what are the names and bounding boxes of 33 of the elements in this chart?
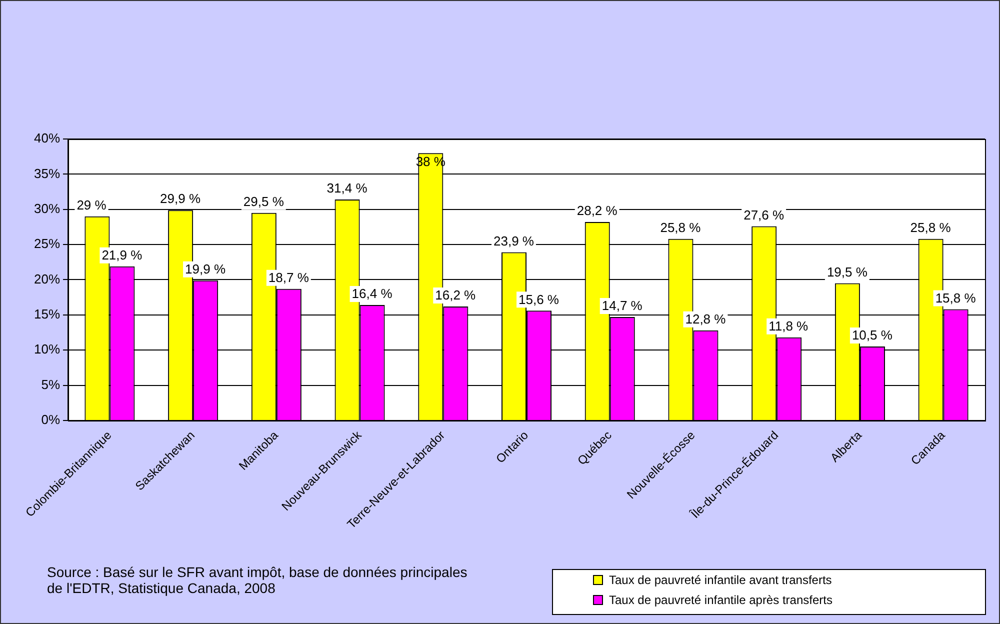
data-label: 29,5 %	[243, 194, 284, 209]
data-label: 16,4 %	[352, 286, 393, 302]
data-label: 31,4 %	[326, 180, 368, 196]
y-tick-label: 30%	[34, 200, 60, 216]
data-label: 23,9 %	[494, 233, 534, 248]
y-tick-label: 35%	[34, 166, 60, 181]
y-tick-label: 40%	[34, 130, 60, 146]
data-label: 10,5 %	[852, 328, 893, 343]
data-label: 25,8 %	[660, 220, 702, 235]
data-label: 29,9 %	[160, 191, 201, 206]
data-label: 14,7 %	[602, 298, 643, 314]
data-label: 19,9 %	[185, 262, 226, 276]
y-tick-label: 25%	[34, 236, 60, 252]
data-label: 27,6 %	[744, 207, 784, 222]
data-label: 15,6 %	[518, 292, 560, 307]
data-label: 16,2 %	[435, 288, 476, 303]
y-tick-label: 20%	[34, 271, 60, 286]
y-tick-label: 10%	[34, 342, 60, 357]
legend-label: Taux de pauvreté infantile avant transferts	[609, 573, 832, 587]
data-label: 21,9 %	[102, 247, 143, 262]
y-tick-label: 0%	[41, 412, 60, 428]
y-tick-label: 15%	[34, 306, 60, 322]
data-label: 19,5 %	[826, 264, 868, 280]
data-label: 11,8 %	[768, 318, 809, 334]
y-tick-label: 5%	[41, 376, 60, 392]
legend-label: Taux de pauvreté infantile après transferts	[609, 593, 832, 607]
data-label: 15,8 %	[935, 290, 976, 306]
data-label: 25,8 %	[910, 220, 952, 235]
data-label: 29 %	[76, 197, 107, 212]
data-label: 12,8 %	[685, 311, 726, 326]
source-note: Source : Basé sur le SFR avant impôt, base de données principales de l'EDTR, Statistique Canada, 2008	[47, 564, 468, 596]
data-label: 28,2 %	[576, 203, 618, 218]
data-label: 18,7 %	[268, 270, 310, 285]
